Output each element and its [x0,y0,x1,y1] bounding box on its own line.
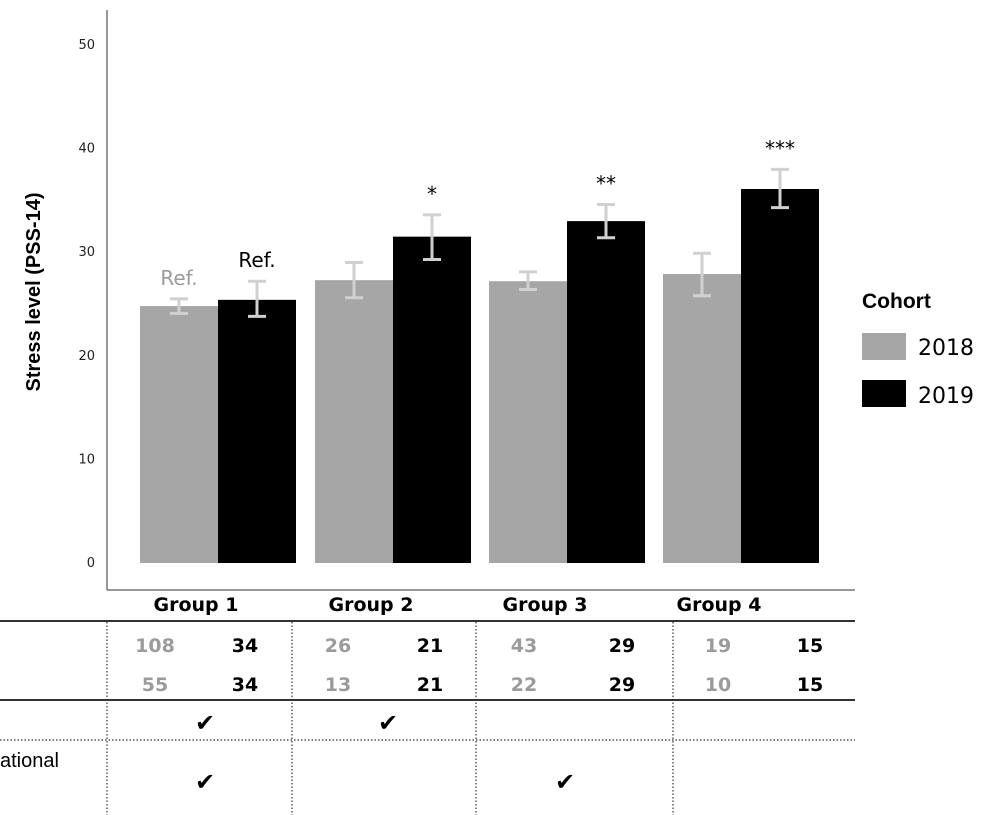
y-tick-label-20: 20 [78,349,95,364]
n-2019-n_row2-group4: 15 [797,674,823,696]
error-bar-2018-group1 [170,297,188,315]
annotation-2019-group4: *** [765,136,795,160]
annotation-2019-group1: Ref. [238,248,275,272]
n-2018-n_row2-group4: 10 [705,674,731,696]
y-tick-label-30: 30 [78,245,95,260]
table-column-dividers [106,622,674,815]
legend-swatch-2018 [862,333,906,360]
bar-2019-group4 [741,189,819,563]
n-2019-n_row1-group2: 21 [417,635,443,657]
significance-annotations: Ref.Ref.* ***** [160,136,795,290]
n-2018-n_row2-group1: 55 [142,674,168,696]
n-2019-n_row2-group3: 29 [609,674,635,696]
group-label-3: Group 3 [503,594,588,616]
n-2018-n_row1-group3: 43 [511,635,537,657]
error-bar-2019-group4 [771,167,789,210]
error-bar-2019-group1 [248,279,266,318]
n-2018-n_row1-group4: 19 [705,635,731,657]
check-icon-row2-group1: ✔ [195,768,215,796]
n-2018-n_row2-group3: 22 [511,674,537,696]
n-2019-n_row2-group1: 34 [232,674,258,696]
n-2018-n_row1-group1: 108 [135,635,175,657]
y-tick-label-40: 40 [78,142,95,157]
error-bar-2019-group3 [597,203,615,240]
annotation-2019-group2: * [427,182,437,206]
n-2019-n_row1-group3: 29 [609,635,635,657]
legend-swatch-2019 [862,380,906,407]
n-2018-n_row1-group2: 26 [325,635,351,657]
annotation-2019-group3: ** [596,172,616,196]
error-bar-2018-group2 [345,261,363,300]
n-2019-n_row2-group2: 21 [417,674,443,696]
n-2019-n_row1-group1: 34 [232,635,258,657]
y-axis-ticks: 0 10 20 30 40 50 [78,38,95,571]
n-2018-n_row2-group2: 13 [325,674,351,696]
legend-label-2019: 2019 [918,384,974,409]
error-bar-2019-group2 [423,213,441,261]
check-icon-row1-group2: ✔ [378,709,398,737]
group-label-1: Group 1 [154,594,239,616]
bar-2018-group1 [140,306,218,563]
bars-layer [140,189,819,563]
group-label-4: Group 4 [677,594,762,616]
group-label-2: Group 2 [329,594,414,616]
bar-2018-group2 [315,280,393,563]
error-bars-layer [170,167,789,318]
bar-2019-group2 [393,236,471,563]
bar-2018-group4 [663,273,741,563]
check-icon-row1-group1: ✔ [195,709,215,737]
y-tick-label-10: 10 [78,452,95,467]
table-row-label-3: ational [0,750,59,772]
y-axis-label: Stress level (PSS-14) [23,193,45,392]
bar-2019-group1 [218,299,296,563]
legend-label-2018: 2018 [918,336,974,361]
n-2019-n_row1-group4: 15 [797,635,823,657]
y-tick-label-50: 50 [78,38,95,53]
y-tick-label-0: 0 [87,556,95,571]
error-bar-2018-group4 [693,251,711,298]
annotation-2018-group1: Ref. [160,266,197,290]
check-icon-row2-group3: ✔ [555,768,575,796]
group-labels: Group 1 Group 2 Group 3 Group 4 [154,594,762,616]
error-bar-2018-group3 [519,270,537,291]
bar-2019-group3 [567,221,645,563]
legend-title: Cohort [862,290,931,313]
table-cells: 108 34 26 21 43 29 19 15 55 34 13 21 22 29 10 15 ✔ ✔ ✔ ✔ [135,635,823,796]
bar-2018-group3 [489,281,567,563]
